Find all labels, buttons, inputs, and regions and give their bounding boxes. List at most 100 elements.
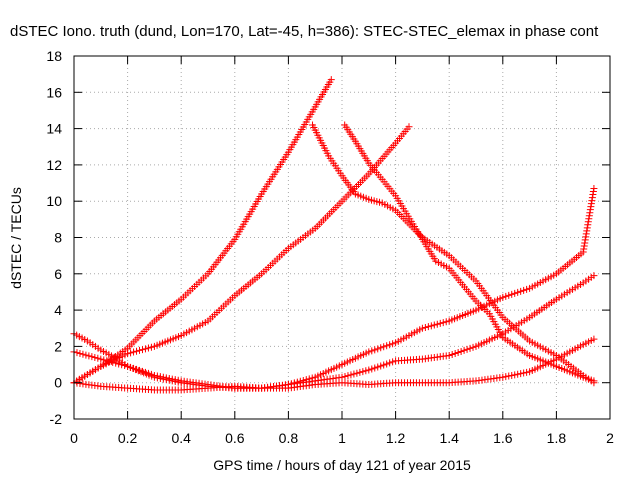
x-tick-label: 0.8	[279, 430, 299, 446]
x-tick-label: 1.6	[493, 430, 513, 446]
data-point-marker	[159, 373, 167, 381]
x-tick-label: 1.2	[386, 430, 406, 446]
data-point-marker	[124, 350, 132, 358]
y-tick-label: 14	[46, 121, 62, 137]
y-tick-label: 4	[54, 302, 62, 318]
data-point-marker	[171, 376, 179, 384]
data-point-marker	[141, 368, 149, 376]
data-point-marker	[162, 374, 170, 382]
chart-title: dSTEC Iono. truth (dund, Lon=170, Lat=-4…	[10, 23, 599, 40]
data-point-marker	[97, 355, 105, 363]
data-point-marker	[499, 373, 507, 381]
y-tick-label: -2	[50, 411, 63, 427]
data-point-marker	[353, 369, 361, 377]
data-point-marker	[374, 345, 382, 353]
x-axis-label: GPS time / hours of day 121 of year 2015	[213, 457, 471, 473]
data-point-marker	[386, 359, 394, 367]
y-tick-label: 0	[54, 375, 62, 391]
data-point-marker	[523, 285, 531, 293]
data-point-marker	[147, 343, 155, 351]
data-point-marker	[115, 360, 123, 368]
data-point-marker	[457, 347, 465, 355]
data-point-marker	[430, 321, 438, 329]
data-point-marker	[587, 203, 595, 211]
data-point-marker	[585, 212, 593, 220]
data-point-marker	[517, 287, 525, 295]
data-point-marker	[523, 368, 531, 376]
data-point-marker	[365, 366, 373, 374]
data-point-marker	[511, 371, 519, 379]
data-point-marker	[460, 346, 468, 354]
data-point-marker	[581, 236, 589, 244]
data-point-marker	[88, 353, 96, 361]
x-tick-label: 1	[338, 430, 346, 446]
data-point-marker	[94, 354, 102, 362]
data-point-marker	[508, 290, 516, 298]
data-point-marker	[136, 346, 144, 354]
data-point-marker	[454, 348, 462, 356]
data-point-marker	[586, 206, 594, 214]
data-point-marker	[579, 248, 587, 256]
series-2	[70, 123, 413, 387]
x-tick-label: 2	[606, 430, 614, 446]
x-tick-label: 0.2	[118, 430, 138, 446]
data-point-marker	[362, 367, 370, 375]
data-point-marker	[133, 365, 141, 373]
data-point-marker	[136, 366, 144, 374]
data-point-marker	[405, 123, 413, 131]
data-point-marker	[466, 344, 474, 352]
data-point-marker	[514, 288, 522, 296]
y-tick-label: 16	[46, 84, 62, 100]
y-tick-label: 6	[54, 266, 62, 282]
data-point-marker	[448, 350, 456, 358]
data-point-marker	[581, 239, 589, 247]
data-point-marker	[153, 372, 161, 380]
data-point-marker	[583, 224, 591, 232]
data-point-marker	[130, 348, 138, 356]
data-point-marker	[424, 323, 432, 331]
x-tick-label: 0.6	[225, 430, 245, 446]
data-point-marker	[433, 320, 441, 328]
data-point-marker	[582, 230, 590, 238]
data-point-marker	[371, 346, 379, 354]
data-point-marker	[589, 191, 597, 199]
data-point-marker	[502, 373, 510, 381]
data-point-marker	[588, 197, 596, 205]
data-point-marker	[82, 351, 90, 359]
data-point-marker	[327, 76, 335, 84]
data-point-marker	[85, 352, 93, 360]
series-1	[70, 76, 335, 387]
y-axis-label: dSTEC / TECUs	[8, 187, 24, 289]
data-point-marker	[587, 200, 595, 208]
data-markers	[70, 76, 598, 394]
data-point-marker	[118, 361, 126, 369]
y-tick-labels: -2 0 2 4 6 8 10 12 14 16 18	[46, 48, 62, 427]
data-point-marker	[350, 370, 358, 378]
data-point-marker	[106, 358, 114, 366]
data-point-marker	[508, 371, 516, 379]
data-point-marker	[380, 343, 388, 351]
data-point-marker	[469, 343, 477, 351]
data-point-marker	[368, 365, 376, 373]
data-point-marker	[121, 362, 129, 370]
data-point-marker	[505, 291, 513, 299]
data-point-marker	[445, 351, 453, 359]
data-point-marker	[73, 349, 81, 357]
data-point-marker	[103, 357, 111, 365]
data-point-marker	[517, 370, 525, 378]
y-tick-label: 12	[46, 157, 62, 173]
data-point-marker	[380, 361, 388, 369]
data-point-marker	[514, 370, 522, 378]
data-point-marker	[418, 324, 426, 332]
data-point-marker	[150, 371, 158, 379]
data-point-marker	[589, 188, 597, 196]
data-point-marker	[590, 272, 598, 280]
axis-ticks	[73, 55, 611, 420]
x-tick-label: 1.4	[439, 430, 459, 446]
data-point-marker	[451, 349, 459, 357]
x-tick-label: 0	[70, 430, 78, 446]
data-point-marker	[427, 322, 435, 330]
data-point-marker	[156, 373, 164, 381]
data-point-marker	[383, 360, 391, 368]
